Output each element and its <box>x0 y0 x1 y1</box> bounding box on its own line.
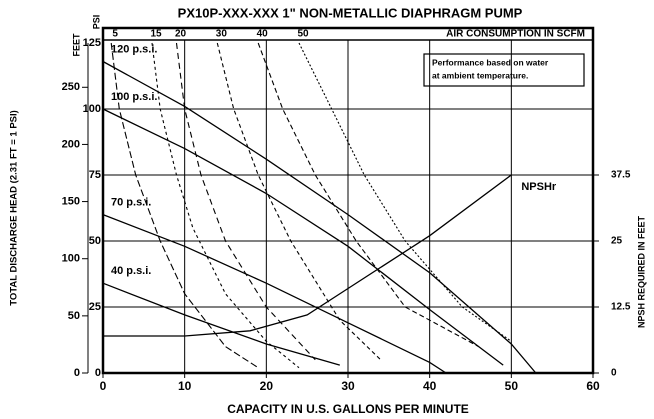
plot-frame <box>101 26 595 375</box>
y2-tick-label: 0 <box>611 368 617 379</box>
x-tick-label: 30 <box>341 379 355 393</box>
series-label: NPSHr <box>521 181 557 193</box>
air-label: 30 <box>216 29 228 40</box>
air-curve <box>151 42 300 369</box>
air-curve <box>298 42 512 342</box>
air-label: 20 <box>175 29 187 40</box>
y2-tick-label: 25 <box>611 236 623 247</box>
y-tick-label: 50 <box>89 235 101 247</box>
annotation: Performance based on water <box>432 57 549 67</box>
line <box>102 213 447 374</box>
chart-title: PX10P-XXX-XXX 1" NON-METALLIC DIAPHRAGM … <box>178 5 523 20</box>
x-tick-label: 20 <box>260 379 274 393</box>
y-tick-label: 0 <box>95 367 101 379</box>
top-label: AIR CONSUMPTION IN SCFM <box>446 29 585 40</box>
series-label: 40 p.s.i. <box>111 265 151 277</box>
air-label: 40 <box>257 29 269 40</box>
series-label: 100 p.s.i. <box>111 91 157 103</box>
feet-tick-label: 0 <box>74 367 80 379</box>
x-tick-label: 0 <box>100 379 107 393</box>
annotation-box <box>423 53 585 87</box>
feet-tick-label: 100 <box>62 253 80 265</box>
feet-unit: FEET <box>71 33 81 57</box>
annotation: at ambient temperature. <box>432 70 528 80</box>
air-curve <box>216 42 382 361</box>
line <box>103 174 512 337</box>
psi-unit: PSI <box>91 15 101 30</box>
air-curve <box>110 42 259 369</box>
y2-tick-label: 12.5 <box>611 302 631 313</box>
y-axis-label: TOTAL DISCHARGE HEAD (2.31 FT = 1 PSI) <box>9 110 20 306</box>
x-tick-label: 60 <box>586 379 600 393</box>
feet-tick-label: 50 <box>68 310 80 322</box>
series-label: 70 p.s.i. <box>111 197 151 209</box>
y-tick-label: 25 <box>89 301 101 313</box>
line <box>102 282 340 366</box>
x-tick-label: 10 <box>178 379 192 393</box>
y-tick-label: 100 <box>83 103 101 115</box>
feet-tick-label: 200 <box>62 138 80 150</box>
air-label: 5 <box>112 29 118 40</box>
feet-tick-label: 150 <box>62 195 80 207</box>
series-label: 120 p.s.i. <box>111 43 157 55</box>
feet-tick-label: 250 <box>62 81 80 93</box>
y2-axis-label: NPSH REQUIRED IN FEET <box>636 215 646 328</box>
line <box>102 60 537 374</box>
x-tick-label: 50 <box>505 379 519 393</box>
air-label: 50 <box>297 29 309 40</box>
line <box>102 108 504 366</box>
x-tick-label: 40 <box>423 379 437 393</box>
y-tick-label: 125 <box>83 37 101 49</box>
y2-tick-label: 37.5 <box>611 170 631 181</box>
x-axis-label: CAPACITY IN U.S. GALLONS PER MINUTE <box>227 402 469 416</box>
y-tick-label: 75 <box>89 169 101 181</box>
air-label: 15 <box>150 29 162 40</box>
air-curve <box>257 42 479 348</box>
air-curve <box>175 42 316 361</box>
